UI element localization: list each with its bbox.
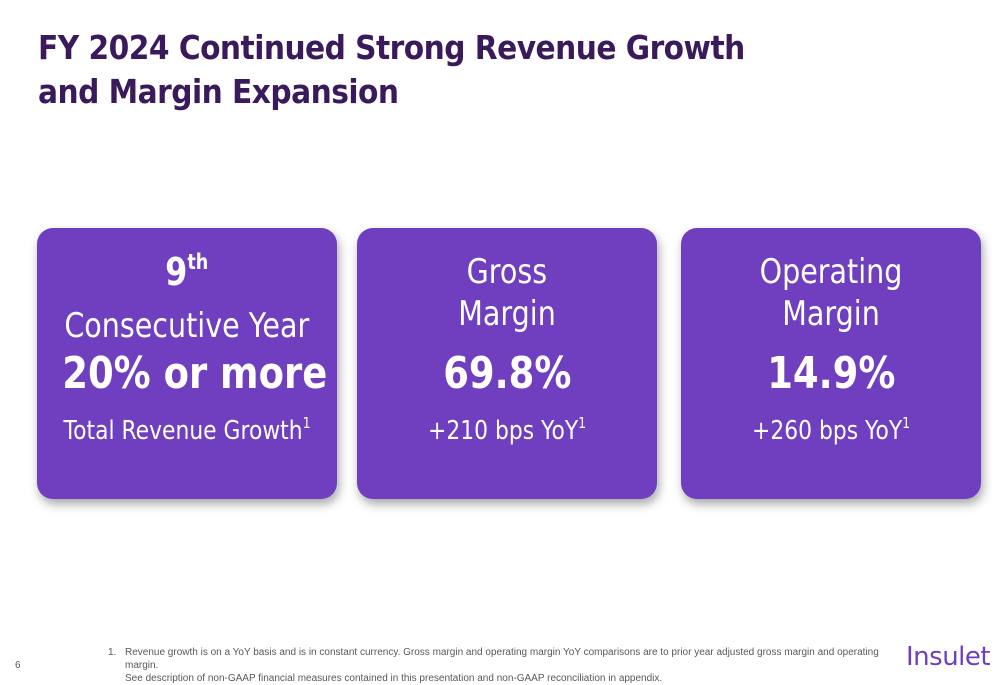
footnote-marker: 1 [902, 414, 911, 432]
card-caption: +260 bps YoY1 [681, 414, 981, 446]
revenue-growth-value: 20% or more [62, 348, 328, 399]
card-label-line-1: Gross [466, 252, 548, 292]
operating-margin-card: Operating Margin 14.9% +260 bps YoY1 [681, 228, 981, 499]
gross-margin-value: 69.8% [442, 348, 572, 399]
gross-margin-card: Gross Margin 69.8% +210 bps YoY1 [357, 228, 657, 499]
card-caption: +210 bps YoY1 [357, 414, 657, 446]
card-subtitle: Consecutive Year [64, 306, 310, 346]
ordinal-number: 9 [165, 250, 188, 294]
card-label-line-1: Operating [759, 252, 903, 292]
footnote-marker: 1 [302, 414, 311, 432]
footnote-line-2: See description of non-GAAP financial me… [125, 673, 663, 684]
footnote-marker: 1 [578, 414, 587, 432]
revenue-growth-card: 9th Consecutive Year 20% or more Total R… [37, 228, 337, 499]
footnote-line-1: Revenue growth is on a YoY basis and is … [125, 647, 879, 671]
footnote-number: 1. [108, 647, 117, 658]
caption-text: Total Revenue Growth [63, 416, 303, 446]
page-number: 6 [15, 660, 21, 671]
slide-title-line-1: FY 2024 Continued Strong Revenue Growth [38, 28, 745, 67]
ordinal-suffix: th [187, 250, 209, 274]
card-label-line-2: Margin [782, 294, 880, 334]
insulet-logo: Insulet [906, 642, 991, 672]
ordinal-heading: 9th [37, 250, 337, 294]
caption-text: +260 bps YoY [751, 416, 903, 446]
slide-title-line-2: and Margin Expansion [38, 72, 399, 111]
operating-margin-value: 14.9% [766, 348, 896, 399]
caption-text: +210 bps YoY [427, 416, 579, 446]
card-caption: Total Revenue Growth1 [37, 414, 337, 446]
slide-title: FY 2024 Continued Strong Revenue Growth … [38, 26, 848, 114]
card-label-line-2: Margin [458, 294, 556, 334]
